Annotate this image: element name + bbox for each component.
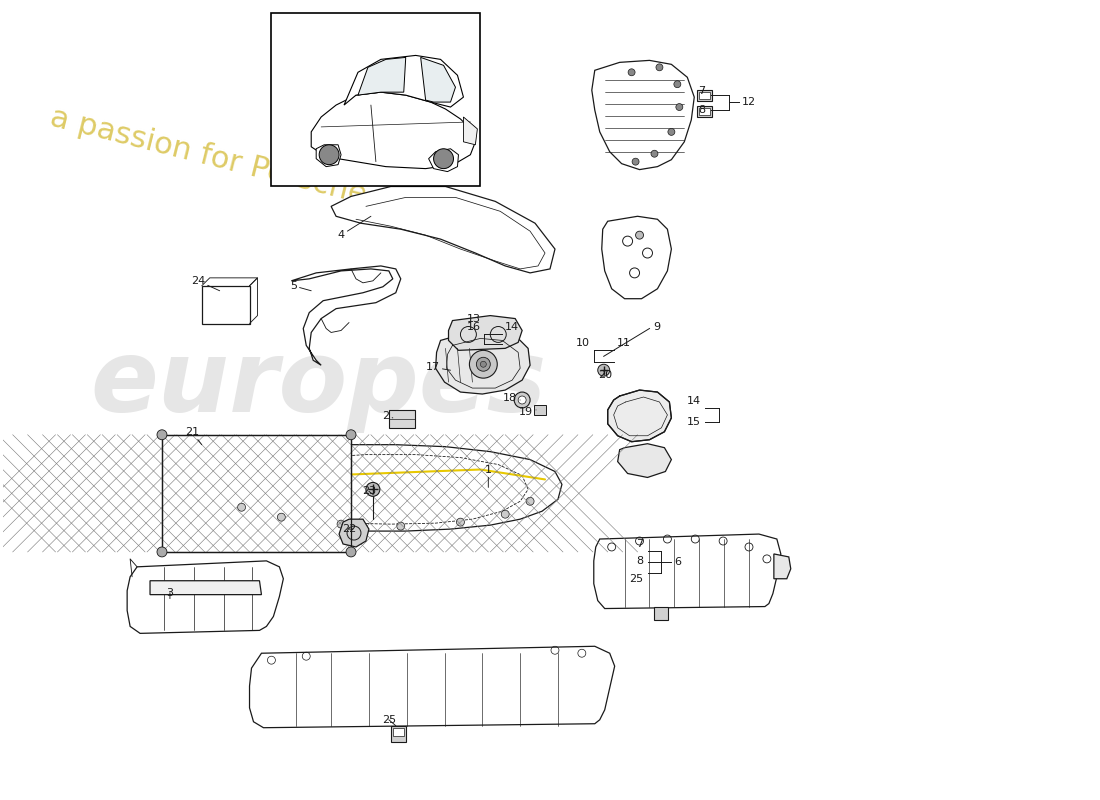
Polygon shape (311, 92, 475, 169)
Polygon shape (774, 554, 791, 578)
Polygon shape (420, 58, 455, 102)
Circle shape (502, 510, 509, 518)
Text: 11: 11 (617, 338, 630, 348)
Circle shape (366, 482, 379, 496)
Text: 6: 6 (674, 557, 681, 567)
Text: 22: 22 (342, 524, 356, 534)
Polygon shape (602, 216, 671, 298)
Text: 18: 18 (503, 393, 520, 403)
Circle shape (597, 364, 609, 376)
Polygon shape (213, 445, 562, 531)
Polygon shape (162, 434, 351, 552)
Polygon shape (592, 60, 694, 170)
Bar (697, 106, 712, 117)
Circle shape (636, 231, 644, 239)
Text: 14: 14 (505, 322, 519, 333)
Bar (697, 90, 712, 101)
Polygon shape (436, 330, 530, 394)
Text: 2: 2 (383, 411, 393, 421)
Circle shape (675, 103, 683, 110)
Circle shape (157, 430, 167, 440)
Bar (388, 410, 415, 428)
Polygon shape (607, 390, 671, 442)
Circle shape (632, 158, 639, 165)
Circle shape (476, 358, 491, 371)
Circle shape (337, 520, 345, 528)
Polygon shape (292, 266, 400, 366)
Circle shape (481, 362, 486, 367)
Circle shape (526, 498, 535, 506)
Text: 19: 19 (519, 407, 536, 417)
Text: europes: europes (90, 336, 547, 433)
Bar (393, 728, 404, 736)
Circle shape (518, 396, 526, 404)
Polygon shape (594, 534, 781, 609)
Text: 4: 4 (338, 216, 371, 240)
Bar (700, 108, 711, 115)
Polygon shape (331, 186, 556, 273)
Text: 20: 20 (597, 370, 612, 380)
Text: 9: 9 (653, 322, 661, 331)
Circle shape (514, 392, 530, 408)
Bar (390, 726, 406, 742)
Polygon shape (316, 145, 341, 166)
Circle shape (668, 128, 675, 135)
Circle shape (397, 522, 405, 530)
Text: 16: 16 (466, 322, 481, 333)
Circle shape (346, 547, 356, 557)
Bar (654, 606, 669, 621)
Circle shape (277, 514, 285, 521)
Text: 13: 13 (466, 314, 481, 323)
Polygon shape (339, 519, 369, 547)
Text: 8: 8 (698, 105, 705, 115)
Circle shape (157, 547, 167, 557)
Polygon shape (449, 315, 522, 350)
Text: 3: 3 (166, 588, 174, 598)
Polygon shape (358, 58, 406, 95)
Circle shape (674, 81, 681, 88)
Text: 10: 10 (575, 338, 590, 348)
Circle shape (456, 518, 464, 526)
Polygon shape (150, 581, 262, 594)
Circle shape (238, 503, 245, 511)
Text: 14: 14 (688, 396, 701, 406)
Bar (535, 405, 546, 415)
Bar (272, 13, 481, 186)
Text: 21: 21 (185, 426, 201, 445)
Polygon shape (429, 149, 459, 171)
Circle shape (470, 350, 497, 378)
Circle shape (656, 64, 663, 71)
Text: 25: 25 (629, 574, 644, 584)
Text: 1: 1 (485, 465, 492, 487)
Text: 5: 5 (289, 281, 311, 290)
Bar (700, 92, 711, 99)
Circle shape (319, 145, 339, 165)
Circle shape (346, 430, 356, 440)
Text: 7: 7 (637, 539, 644, 549)
Polygon shape (618, 444, 671, 478)
Circle shape (433, 149, 453, 169)
Text: 25: 25 (382, 714, 396, 726)
Polygon shape (250, 646, 615, 728)
Polygon shape (344, 55, 463, 107)
Polygon shape (463, 117, 477, 145)
Text: 12: 12 (742, 97, 756, 107)
Circle shape (651, 150, 658, 157)
Text: 7: 7 (698, 86, 705, 96)
Text: 24: 24 (190, 276, 220, 290)
Polygon shape (201, 286, 250, 323)
Text: 23: 23 (362, 486, 376, 496)
Text: a passion for Porsche since 1985: a passion for Porsche since 1985 (46, 103, 540, 252)
Text: 17: 17 (426, 362, 451, 372)
Text: 8: 8 (637, 556, 644, 566)
Polygon shape (128, 561, 284, 634)
Text: 15: 15 (688, 417, 701, 427)
Circle shape (628, 69, 635, 76)
